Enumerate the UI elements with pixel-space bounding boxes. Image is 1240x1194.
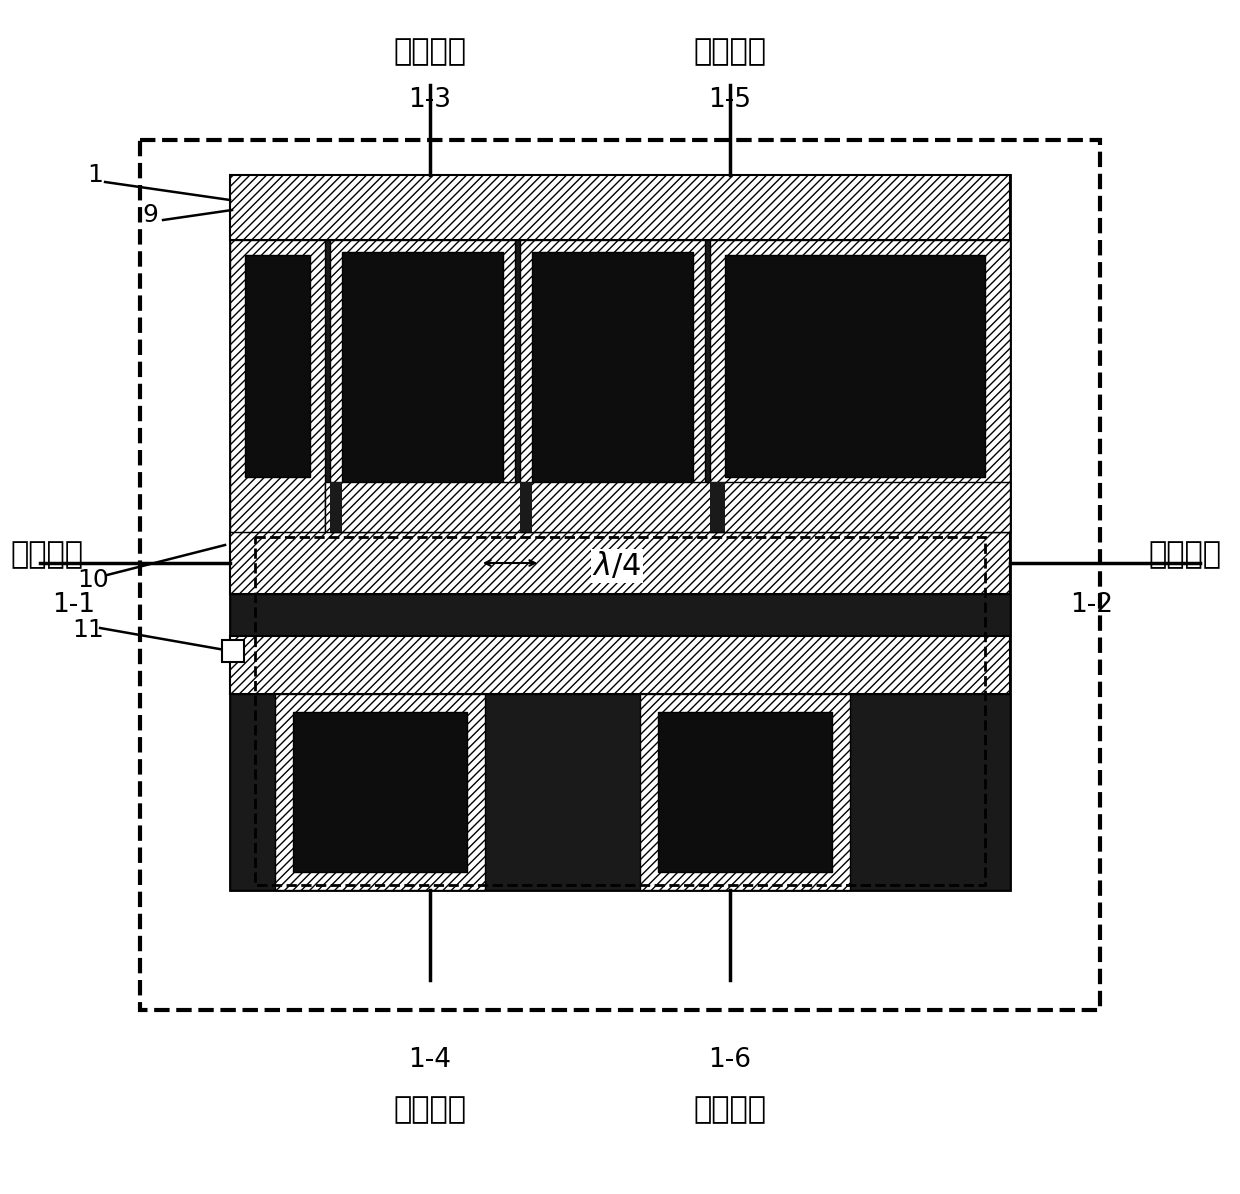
Bar bbox=[640, 694, 851, 890]
Bar bbox=[246, 256, 310, 476]
Bar bbox=[231, 240, 325, 533]
Bar bbox=[231, 533, 1011, 593]
Text: 第一端口: 第一端口 bbox=[11, 541, 83, 570]
Bar bbox=[231, 636, 1011, 694]
Bar bbox=[293, 712, 467, 872]
Bar bbox=[325, 482, 1011, 533]
Text: 第三端口: 第三端口 bbox=[393, 37, 466, 67]
Bar bbox=[231, 694, 1011, 890]
Bar bbox=[520, 482, 532, 533]
Bar bbox=[140, 140, 1100, 1010]
Bar bbox=[330, 482, 342, 533]
Bar bbox=[330, 240, 515, 533]
Text: 10: 10 bbox=[77, 568, 109, 592]
Bar bbox=[658, 712, 832, 872]
Text: 第五端口: 第五端口 bbox=[693, 37, 766, 67]
Text: 1-2: 1-2 bbox=[1070, 592, 1114, 618]
Bar bbox=[255, 537, 985, 885]
Text: 第四端口: 第四端口 bbox=[393, 1096, 466, 1125]
Text: 1-1: 1-1 bbox=[52, 592, 95, 618]
Bar bbox=[231, 176, 1011, 240]
Text: 1-6: 1-6 bbox=[708, 1047, 751, 1073]
Bar bbox=[520, 240, 706, 533]
Bar bbox=[231, 176, 1011, 890]
Bar bbox=[725, 256, 985, 476]
Bar bbox=[222, 640, 244, 661]
Bar bbox=[275, 694, 485, 890]
Text: 第六端口: 第六端口 bbox=[693, 1096, 766, 1125]
Text: 9: 9 bbox=[143, 203, 157, 227]
Text: $\mathit{\lambda}$/4: $\mathit{\lambda}$/4 bbox=[593, 550, 642, 581]
Bar bbox=[231, 240, 1011, 533]
Text: 第二端口: 第二端口 bbox=[1148, 541, 1221, 570]
Text: 1-5: 1-5 bbox=[708, 87, 751, 113]
Text: 1-4: 1-4 bbox=[408, 1047, 451, 1073]
Bar bbox=[342, 252, 503, 487]
Bar bbox=[231, 593, 1011, 636]
Bar bbox=[532, 252, 693, 487]
Text: 1-3: 1-3 bbox=[408, 87, 451, 113]
Bar bbox=[711, 482, 725, 533]
Text: 11: 11 bbox=[72, 618, 104, 642]
Bar bbox=[711, 240, 1011, 533]
Text: 1: 1 bbox=[87, 164, 103, 187]
